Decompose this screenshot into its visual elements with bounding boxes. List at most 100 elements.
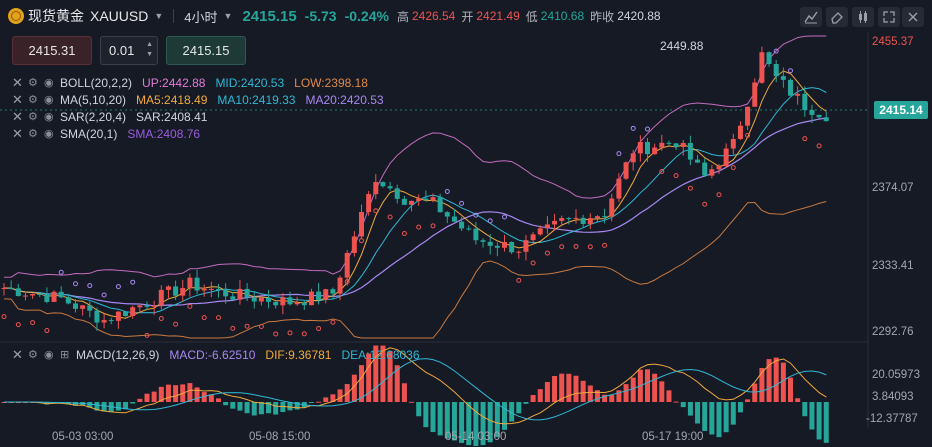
macd-bar xyxy=(795,398,801,402)
remove-indicator-icon[interactable]: ✕ xyxy=(12,108,23,124)
macd-bar xyxy=(359,365,364,402)
sar-dot xyxy=(287,330,293,336)
sar-dot xyxy=(158,316,164,322)
settings-icon[interactable]: ⚙ xyxy=(28,111,38,123)
axis-tick: 2292.76 xyxy=(872,326,914,338)
candle xyxy=(609,198,615,217)
candle xyxy=(330,289,336,294)
low-value: 2410.68 xyxy=(540,9,585,23)
remove-indicator-icon[interactable]: ✕ xyxy=(12,91,23,107)
macd-bar xyxy=(480,402,486,446)
macd-bar xyxy=(802,402,808,417)
eye-icon[interactable]: ◉ xyxy=(44,77,54,89)
draw-tools-button[interactable] xyxy=(800,7,822,27)
macd-bar xyxy=(645,369,650,402)
candle xyxy=(280,297,286,306)
macd-bar xyxy=(351,374,357,402)
candle xyxy=(201,288,207,291)
erase-button[interactable] xyxy=(826,7,848,27)
macd-bar xyxy=(509,402,515,422)
eye-icon[interactable]: ◉ xyxy=(44,111,54,123)
gold-coin-icon xyxy=(8,8,24,24)
macd-bar xyxy=(587,385,593,402)
lot-size-input[interactable]: 0.01 ▲ ▼ xyxy=(100,36,158,65)
candle xyxy=(187,277,193,289)
macd-value: MACD:-6.62510 xyxy=(169,347,256,362)
sell-price-button[interactable]: 2415.31 xyxy=(12,36,92,65)
symbol-name[interactable]: 现货黄金 xyxy=(28,8,84,24)
eye-icon[interactable]: ◉ xyxy=(44,94,54,106)
macd-bar xyxy=(602,394,608,402)
close-button[interactable] xyxy=(902,7,924,27)
settings-icon[interactable]: ⚙ xyxy=(28,94,38,106)
macd-bar xyxy=(137,398,143,402)
macd-bar xyxy=(244,402,250,414)
candle xyxy=(37,294,43,296)
candle xyxy=(766,52,772,64)
remove-indicator-icon[interactable]: ✕ xyxy=(12,74,23,90)
settings-icon[interactable]: ⚙ xyxy=(28,128,38,140)
macd-bar xyxy=(816,402,822,440)
macd-bar xyxy=(101,402,107,412)
candle xyxy=(208,288,214,290)
price-change: -5.73 xyxy=(304,8,337,24)
candle xyxy=(494,245,500,248)
sar-dot xyxy=(230,325,236,331)
candle xyxy=(258,297,264,302)
sar-dot xyxy=(659,168,665,174)
macd-bar xyxy=(788,377,793,402)
candle xyxy=(65,297,71,304)
macd-bar xyxy=(766,359,772,402)
candle xyxy=(380,182,386,187)
macd-bar xyxy=(380,345,386,402)
expand-panel-icon[interactable]: ⊞ xyxy=(60,349,70,361)
indicator-value: MID:2420.53 xyxy=(215,75,285,90)
settings-icon[interactable]: ⚙ xyxy=(28,77,38,89)
stepper-icon[interactable]: ▲ ▼ xyxy=(146,41,153,58)
candle xyxy=(137,305,143,308)
eye-icon[interactable]: ◉ xyxy=(44,128,54,140)
candle xyxy=(702,162,708,176)
ma20-line xyxy=(3,117,827,307)
sar-dot xyxy=(58,269,64,275)
macd-bar xyxy=(266,402,272,414)
candle xyxy=(359,211,364,237)
indicator-value: MA20:2420.53 xyxy=(305,92,384,107)
close-icon[interactable]: ✕ xyxy=(12,346,23,362)
macd-bar xyxy=(394,365,400,402)
timeframe-selector[interactable]: 4小时 xyxy=(184,9,218,25)
macd-bar xyxy=(523,402,529,404)
timeframe-chevron-icon[interactable]: ▼ xyxy=(223,11,233,21)
settings-icon[interactable]: ⚙ xyxy=(28,349,38,361)
symbol-code[interactable]: XAUUSD xyxy=(90,8,149,24)
sar-dot xyxy=(101,292,107,298)
dea-value: DEA:12.68036 xyxy=(341,347,420,362)
candle xyxy=(487,241,493,246)
macd-bar xyxy=(659,381,665,402)
candle xyxy=(637,142,643,154)
indicator-value: SMA:2408.76 xyxy=(127,126,201,141)
candles-icon xyxy=(859,11,867,23)
macd-bar xyxy=(144,393,150,402)
macd-bar xyxy=(494,402,500,438)
date-tick: 05-17 19:00 xyxy=(642,431,704,443)
buy-price-button[interactable]: 2415.15 xyxy=(166,36,246,65)
eye-icon[interactable]: ◉ xyxy=(44,349,54,361)
indicator-value: MA5:2418.49 xyxy=(136,92,208,107)
candle xyxy=(51,291,57,302)
chevron-down-icon[interactable]: ▼ xyxy=(154,11,164,21)
candle xyxy=(165,286,171,290)
candle xyxy=(387,186,393,189)
candle xyxy=(151,305,157,307)
candle xyxy=(730,138,736,149)
candle xyxy=(709,169,715,176)
fullscreen-button[interactable] xyxy=(878,7,900,27)
sar-dot xyxy=(144,332,150,338)
remove-indicator-icon[interactable]: ✕ xyxy=(12,125,23,141)
candle xyxy=(580,217,586,224)
indicator-button[interactable] xyxy=(852,7,874,27)
low-label: 低 xyxy=(525,9,538,24)
current-price-label: 2415.14 xyxy=(874,101,928,119)
peak-annotation: 2449.88 xyxy=(660,39,704,53)
